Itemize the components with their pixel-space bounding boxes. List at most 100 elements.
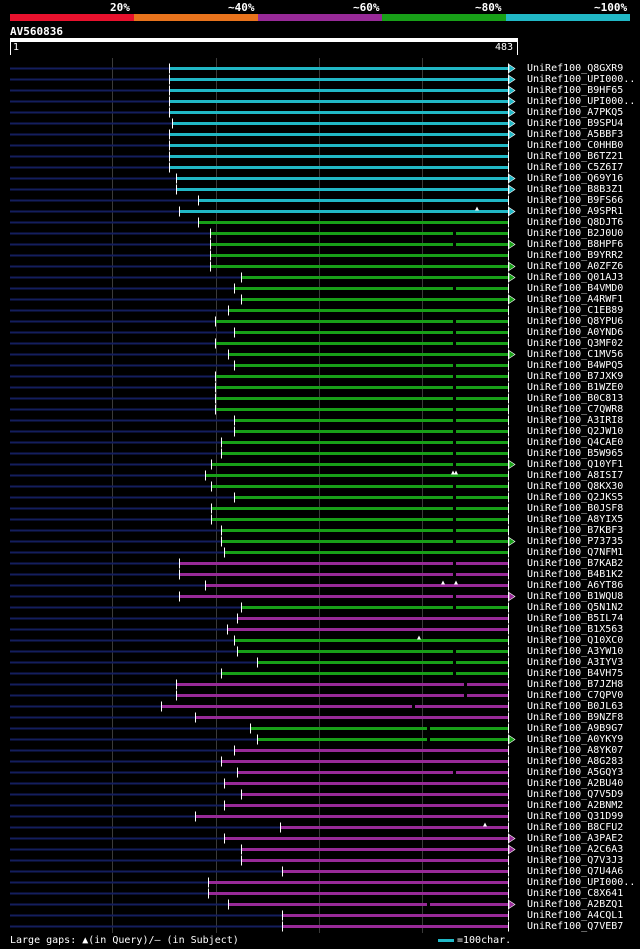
hit-label[interactable]: UniRef100_C8X641 — [527, 888, 624, 899]
hit-label[interactable]: UniRef100_C5Z6I7 — [527, 162, 624, 173]
hit-label[interactable]: UniRef100_A8YIX5 — [527, 514, 624, 525]
hit-label[interactable]: UniRef100_A9SPR1 — [527, 206, 624, 217]
hit-label[interactable]: UniRef100_Q5N1N2 — [527, 602, 624, 613]
hit-label[interactable]: UniRef100_C1MV56 — [527, 349, 624, 360]
ruler-end-tick — [517, 42, 518, 55]
hit-label[interactable]: UniRef100_A3IYV3 — [527, 657, 624, 668]
hit-label[interactable]: UniRef100_A2BZQ1 — [527, 899, 624, 910]
hit-label[interactable]: UniRef100_Q7V5D9 — [527, 789, 624, 800]
hit-label[interactable]: UniRef100_A3PAE2 — [527, 833, 624, 844]
hit-label[interactable]: UniRef100_A5BBF3 — [527, 129, 624, 140]
hit-label[interactable]: UniRef100_A0ZFZ6 — [527, 261, 624, 272]
hit-label[interactable]: UniRef100_A0YND6 — [527, 327, 624, 338]
hit-arrow — [508, 129, 516, 140]
hit-label[interactable]: UniRef100_B9NZF8 — [527, 712, 624, 723]
ruler-bar — [10, 38, 518, 42]
hit-label[interactable]: UniRef100_B9YRR2 — [527, 250, 624, 261]
hit-label[interactable]: UniRef100_Q8YPU6 — [527, 316, 624, 327]
hit-label[interactable]: UniRef100_A7PKQ5 — [527, 107, 624, 118]
hit-label[interactable]: UniRef100_C1EB89 — [527, 305, 624, 316]
hit-label[interactable]: UniRef100_UPI000.. — [527, 96, 636, 107]
legend-swatch — [506, 14, 630, 21]
hit-label[interactable]: UniRef100_B4VH75 — [527, 668, 624, 679]
scale-legend: =100char. — [438, 935, 511, 946]
hit-label[interactable]: UniRef100_B8B3Z1 — [527, 184, 624, 195]
hit-label[interactable]: UniRef100_B5IL74 — [527, 613, 624, 624]
hit-label[interactable]: UniRef100_B7JXK9 — [527, 371, 624, 382]
hit-label[interactable]: UniRef100_A4RWF1 — [527, 294, 624, 305]
hit-label[interactable]: UniRef100_B4VMD0 — [527, 283, 624, 294]
hit-label[interactable]: UniRef100_UPI000.. — [527, 74, 636, 85]
hit-label[interactable]: UniRef100_A9B9G7 — [527, 723, 624, 734]
hit-label[interactable]: UniRef100_Q7V3J3 — [527, 855, 624, 866]
hit-label[interactable]: UniRef100_B4WPQ5 — [527, 360, 624, 371]
hit-arrow — [508, 844, 516, 855]
hit-label[interactable]: UniRef100_A2BNM2 — [527, 800, 624, 811]
hit-label[interactable]: UniRef100_Q01AJ3 — [527, 272, 624, 283]
hit-label[interactable]: UniRef100_B7JZH8 — [527, 679, 624, 690]
hit-label[interactable]: UniRef100_A6YT86 — [527, 580, 624, 591]
hit-label[interactable]: UniRef100_B5W965 — [527, 448, 624, 459]
legend-label: ~80% — [475, 1, 502, 14]
hit-label[interactable]: UniRef100_B0JL63 — [527, 701, 624, 712]
ruler-start-label: 1 — [13, 42, 20, 53]
hit-label[interactable]: UniRef100_A2BU40 — [527, 778, 624, 789]
hit-label[interactable]: UniRef100_Q2JW10 — [527, 426, 624, 437]
hit-label[interactable]: UniRef100_B8HPF6 — [527, 239, 624, 250]
hit-label[interactable]: UniRef100_Q3MF02 — [527, 338, 624, 349]
query-ruler: 1 483 — [10, 38, 518, 56]
query-gap-mark — [454, 470, 458, 475]
query-id: AV560836 — [10, 25, 63, 38]
hit-label[interactable]: UniRef100_C7QWR8 — [527, 404, 624, 415]
hit-label[interactable]: UniRef100_B1WZE0 — [527, 382, 624, 393]
hit-label[interactable]: UniRef100_A8ISI7 — [527, 470, 624, 481]
hit-label[interactable]: UniRef100_B7KBF3 — [527, 525, 624, 536]
hit-label[interactable]: UniRef100_Q7U4A6 — [527, 866, 624, 877]
hit-label[interactable]: UniRef100_B1X563 — [527, 624, 624, 635]
hit-arrow — [508, 206, 516, 217]
hit-label[interactable]: UniRef100_Q10XC0 — [527, 635, 624, 646]
gaps-legend: Large gaps: ▲(in Query)/– (in Subject) — [10, 935, 239, 946]
hit-label[interactable]: UniRef100_B0JSF8 — [527, 503, 624, 514]
hit-label[interactable]: UniRef100_B9SPU4 — [527, 118, 624, 129]
legend-label: ~100% — [594, 1, 628, 14]
hit-arrow — [508, 349, 516, 360]
identity-color-legend: 20% ~40% ~60% ~80% ~100% — [10, 0, 630, 24]
hit-label[interactable]: UniRef100_Q8DJT6 — [527, 217, 624, 228]
hit-arrow — [508, 734, 516, 745]
hit-label[interactable]: UniRef100_A8YK07 — [527, 745, 624, 756]
hit-label[interactable]: UniRef100_Q69Y16 — [527, 173, 624, 184]
hit-label[interactable]: UniRef100_A3YW10 — [527, 646, 624, 657]
hit-label[interactable]: UniRef100_B9FS66 — [527, 195, 624, 206]
hit-label[interactable]: UniRef100_B1WQU8 — [527, 591, 624, 602]
hit-label[interactable]: UniRef100_B2J0U0 — [527, 228, 624, 239]
hit-label[interactable]: UniRef100_P73735 — [527, 536, 624, 547]
hit-label[interactable]: UniRef100_Q8KX30 — [527, 481, 624, 492]
hit-label[interactable]: UniRef100_C0HHB0 — [527, 140, 624, 151]
hit-arrow — [508, 118, 516, 129]
hit-label[interactable]: UniRef100_B0C813 — [527, 393, 624, 404]
hit-label[interactable]: UniRef100_C7QPV0 — [527, 690, 624, 701]
hit-label[interactable]: UniRef100_UPI000.. — [527, 877, 636, 888]
hit-label[interactable]: UniRef100_Q7NFM1 — [527, 547, 624, 558]
hit-label[interactable]: UniRef100_A3IRI8 — [527, 415, 624, 426]
scale-swatch — [438, 938, 454, 942]
hit-label[interactable]: UniRef100_Q31D99 — [527, 811, 624, 822]
hit-label[interactable]: UniRef100_Q4CAE0 — [527, 437, 624, 448]
hit-label[interactable]: UniRef100_Q8GXR9 — [527, 63, 624, 74]
hit-label[interactable]: UniRef100_A8G283 — [527, 756, 624, 767]
hit-label[interactable]: UniRef100_B9HF65 — [527, 85, 624, 96]
hit-label[interactable]: UniRef100_B6TZ21 — [527, 151, 624, 162]
hit-label[interactable]: UniRef100_Q10YF1 — [527, 459, 624, 470]
hit-label[interactable]: UniRef100_A5GQY3 — [527, 767, 624, 778]
legend-label: 20% — [110, 1, 130, 14]
hit-label[interactable]: UniRef100_Q2JKS5 — [527, 492, 624, 503]
hit-label[interactable]: UniRef100_A4CQL1 — [527, 910, 624, 921]
hit-label[interactable]: UniRef100_A2C6A3 — [527, 844, 624, 855]
hit-label[interactable]: UniRef100_Q7VEB7 — [527, 921, 624, 932]
hit-label[interactable]: UniRef100_B7KAB2 — [527, 558, 624, 569]
hit-label[interactable]: UniRef100_B4B1K2 — [527, 569, 624, 580]
hit-label[interactable]: UniRef100_B8CFU2 — [527, 822, 624, 833]
hit-label[interactable]: UniRef100_A0YKY9 — [527, 734, 624, 745]
